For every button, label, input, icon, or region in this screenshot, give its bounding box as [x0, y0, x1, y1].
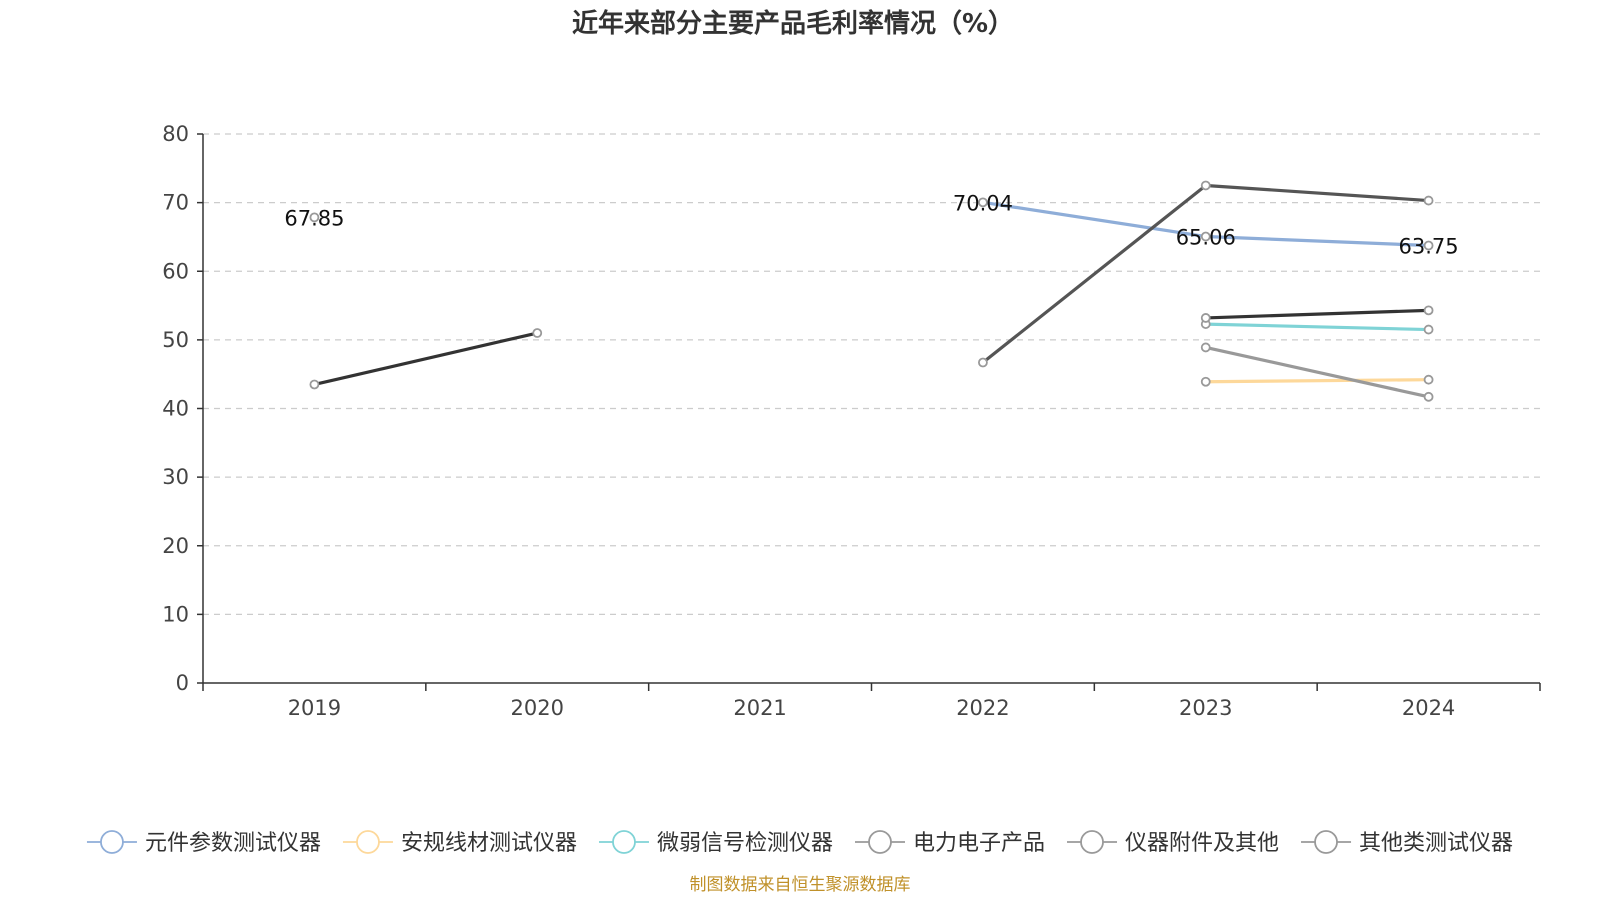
x-tick-label-2022: 2022: [956, 696, 1009, 720]
chart-container: 近年来部分主要产品毛利率情况（%） 0 10 20 30 40 50 60 70 80 2019 2…: [0, 0, 1600, 900]
data-point-4-2019: [310, 380, 318, 388]
legend: 元件参数测试仪器 安规线材测试仪器 微弱信号检测仪器 电力电子产品 仪器附件及其他 其他类…: [87, 831, 1513, 856]
legend-marker-5: [1315, 831, 1337, 853]
series-4: [310, 306, 1432, 388]
y-tick-label-80: 80: [162, 122, 189, 146]
data-point-5-2024: [1425, 393, 1433, 401]
series-2: [1202, 320, 1433, 333]
series-line-2: [1206, 324, 1429, 329]
legend-marker-0: [101, 831, 123, 853]
data-point-3-2022: [979, 359, 987, 367]
series-line-4: [1206, 310, 1429, 318]
x-tick-label-2020: 2020: [511, 696, 564, 720]
axes: 0 10 20 30 40 50 60 70 80 2019 2020 2021 2022 2023 202…: [162, 122, 1540, 720]
legend-item-0: 元件参数测试仪器: [87, 831, 321, 856]
x-tick-label-2024: 2024: [1402, 696, 1455, 720]
data-point-2-2024: [1425, 326, 1433, 334]
y-tick-label-20: 20: [162, 534, 189, 558]
data-point-1-2023: [1202, 378, 1210, 386]
x-tick-label-2021: 2021: [733, 696, 786, 720]
legend-marker-1: [357, 831, 379, 853]
x-tick-label-2023: 2023: [1179, 696, 1232, 720]
legend-marker-2: [613, 831, 635, 853]
legend-label-3: 电力电子产品: [913, 831, 1045, 856]
y-tick-label-60: 60: [162, 259, 189, 283]
series-5: [1202, 343, 1433, 400]
series-layer: [310, 181, 1432, 400]
legend-marker-4: [1081, 831, 1103, 853]
legend-label-5: 其他类测试仪器: [1359, 831, 1513, 856]
series-line-5: [1206, 347, 1429, 396]
chart-title: 近年来部分主要产品毛利率情况（%）: [572, 8, 1014, 39]
data-label-0-2024: 63.75: [1399, 235, 1459, 259]
series-line-1: [1206, 380, 1429, 382]
data-label-0-2022: 70.04: [953, 191, 1013, 215]
y-tick-label-70: 70: [162, 191, 189, 215]
gridlines: [203, 134, 1540, 614]
legend-label-1: 安规线材测试仪器: [401, 831, 577, 856]
line-chart: 近年来部分主要产品毛利率情况（%） 0 10 20 30 40 50 60 70 80 2019 2…: [0, 0, 1600, 900]
data-point-5-2023: [1202, 343, 1210, 351]
legend-item-2: 微弱信号检测仪器: [599, 831, 833, 856]
legend-marker-3: [869, 831, 891, 853]
legend-item-3: 电力电子产品: [855, 831, 1045, 856]
y-tick-label-30: 30: [162, 465, 189, 489]
data-point-3-2023: [1202, 181, 1210, 189]
source-note: 制图数据来自恒生聚源数据库: [690, 875, 911, 895]
legend-label-4: 仪器附件及其他: [1125, 831, 1279, 856]
data-point-1-2024: [1425, 376, 1433, 384]
data-point-4-2024: [1425, 306, 1433, 314]
data-point-4-2020: [533, 329, 541, 337]
y-tick-label-40: 40: [162, 397, 189, 421]
data-labels: 67.85 70.04 65.06 63.75: [284, 191, 1458, 258]
data-point-3-2024: [1425, 197, 1433, 205]
x-tick-label-2019: 2019: [288, 696, 341, 720]
y-tick-label-10: 10: [162, 602, 189, 626]
series-0: [310, 198, 1432, 249]
series-3: [979, 181, 1433, 366]
legend-item-4: 仪器附件及其他: [1067, 831, 1279, 856]
data-point-4-2023: [1202, 314, 1210, 322]
y-tick-label-0: 0: [176, 671, 189, 695]
series-line-4: [314, 333, 537, 384]
legend-item-5: 其他类测试仪器: [1301, 831, 1513, 856]
legend-label-2: 微弱信号检测仪器: [657, 831, 833, 856]
legend-label-0: 元件参数测试仪器: [145, 831, 321, 856]
data-label-0-2019: 67.85: [284, 206, 344, 230]
legend-item-1: 安规线材测试仪器: [343, 831, 577, 856]
data-label-0-2023: 65.06: [1176, 226, 1236, 250]
series-1: [1202, 376, 1433, 386]
y-tick-label-50: 50: [162, 328, 189, 352]
